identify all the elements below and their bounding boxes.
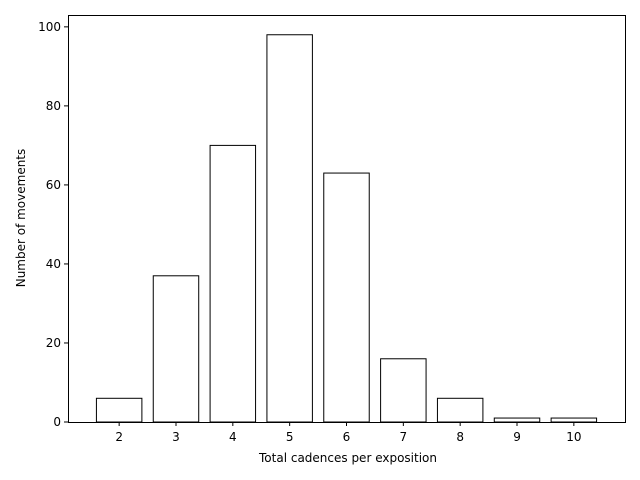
y-tick-label-60: 60 xyxy=(46,178,61,192)
bar-7 xyxy=(380,358,427,423)
x-tick-label-4: 4 xyxy=(229,430,237,444)
y-axis: 0 20 40 60 80 100 xyxy=(38,20,68,429)
x-axis-label: Total cadences per exposition xyxy=(258,451,437,465)
x-tick-label-7: 7 xyxy=(400,430,408,444)
x-tick-label-8: 8 xyxy=(456,430,464,444)
y-tick-label-20: 20 xyxy=(46,336,61,350)
y-axis-label: Number of movements xyxy=(14,149,28,288)
y-tick-label-0: 0 xyxy=(53,415,61,429)
bar-8 xyxy=(436,397,484,423)
bar-10 xyxy=(550,417,598,423)
y-tick-label-40: 40 xyxy=(46,257,61,271)
bars-group xyxy=(95,34,598,423)
x-tick-label-5: 5 xyxy=(286,430,294,444)
x-tick-label-10: 10 xyxy=(566,430,581,444)
bar-2 xyxy=(95,397,143,423)
x-tick-label-6: 6 xyxy=(343,430,351,444)
x-tick-label-3: 3 xyxy=(172,430,180,444)
bar-9 xyxy=(493,417,541,423)
bar-3 xyxy=(152,275,200,423)
bar-4 xyxy=(209,144,257,423)
y-tick-label-80: 80 xyxy=(46,99,61,113)
x-tick-label-9: 9 xyxy=(513,430,521,444)
y-tick-label-100: 100 xyxy=(38,20,61,34)
bar-6 xyxy=(323,172,370,423)
x-tick-label-2: 2 xyxy=(115,430,123,444)
x-axis: 2 3 4 5 6 7 8 9 10 xyxy=(115,422,581,444)
bar-5 xyxy=(266,34,313,423)
